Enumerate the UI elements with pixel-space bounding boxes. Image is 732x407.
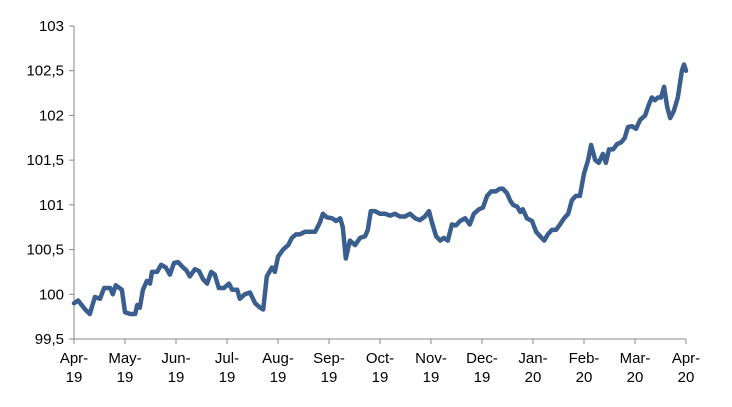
y-tick-label: 101: [39, 197, 64, 214]
x-tick-label: Sep-19: [313, 350, 345, 386]
y-tick-label: 100,5: [26, 242, 64, 259]
x-tick-label: Jul-19: [215, 350, 239, 386]
x-tick-label: Nov-19: [415, 350, 447, 386]
y-tick-label: 99,5: [35, 331, 64, 348]
x-tick-label: Jan-20: [518, 350, 547, 386]
x-tick-label: Apr-19: [60, 350, 88, 386]
x-tick-label: Oct-19: [366, 350, 394, 386]
x-tick-label: Apr-20: [672, 350, 700, 386]
x-tick-label: Feb-20: [569, 350, 600, 386]
x-tick-label: Mar-20: [620, 350, 651, 386]
y-tick-label: 103: [39, 18, 64, 35]
y-tick-label: 101,5: [26, 152, 64, 169]
data-line: [71, 62, 689, 317]
x-tick-label: May-19: [108, 350, 141, 386]
x-tick-label: Jun-19: [161, 350, 190, 386]
y-tick-label: 102: [39, 107, 64, 124]
x-tick-label: Dec-19: [466, 350, 498, 386]
y-tick-label: 102,5: [26, 63, 64, 80]
x-tick-label: Aug-19: [262, 350, 294, 386]
y-tick-label: 100: [39, 286, 64, 303]
